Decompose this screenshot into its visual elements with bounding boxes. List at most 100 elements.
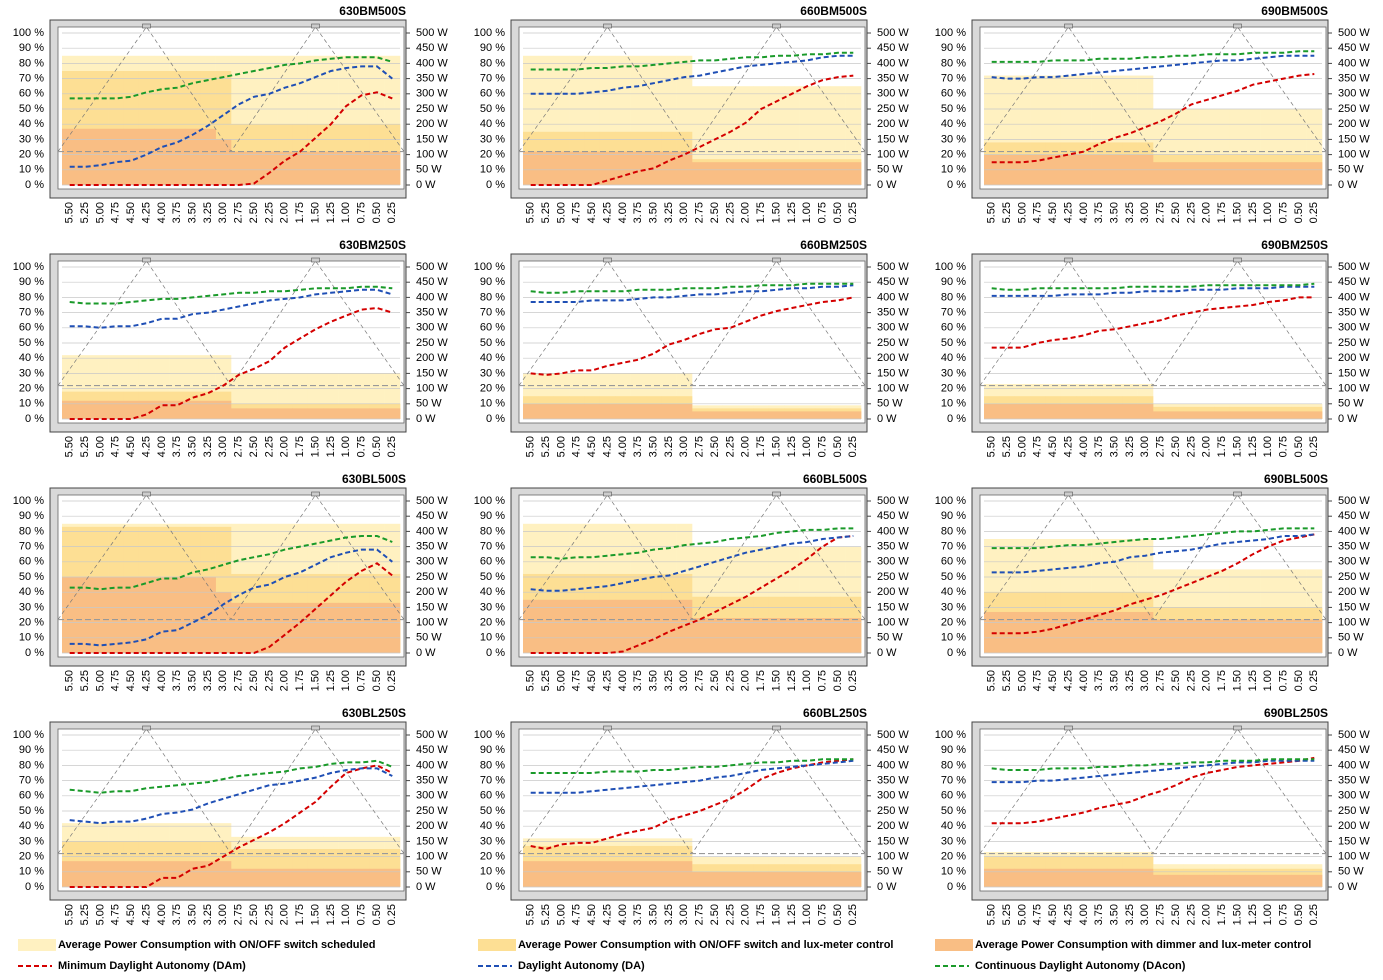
power-area <box>307 868 324 887</box>
x-tick-label: 2.75 <box>1155 436 1167 457</box>
y-tick-label: 90 % <box>480 42 505 54</box>
chart-title: 660BM500S <box>800 4 867 18</box>
x-tick-label: 5.25 <box>79 670 91 691</box>
power-area <box>1106 868 1123 887</box>
power-area <box>353 408 370 419</box>
y2-tick-label: 450 W <box>1338 744 1370 756</box>
y2-tick-label: 350 W <box>877 73 909 85</box>
x-tick-label: 2.25 <box>263 436 275 457</box>
x-tick-label: 2.00 <box>1201 904 1213 925</box>
power-area <box>569 403 585 419</box>
x-tick-label: 0.75 <box>816 904 828 925</box>
power-area <box>645 403 662 419</box>
x-tick-label: 0.50 <box>832 904 844 925</box>
x-tick-label: 2.25 <box>263 202 275 223</box>
x-tick-label: 2.25 <box>1185 202 1197 223</box>
y-tick-label: 10 % <box>941 164 966 176</box>
x-tick-label: 0.25 <box>847 202 859 223</box>
power-area <box>784 411 800 419</box>
power-area <box>1168 162 1185 185</box>
power-area <box>1291 619 1307 653</box>
power-area <box>108 577 124 653</box>
autonomy-line <box>69 562 393 654</box>
power-area <box>630 403 647 419</box>
y2-tick-label: 0 W <box>416 647 436 659</box>
power-area <box>584 861 601 887</box>
power-area <box>1106 611 1123 653</box>
x-tick-label: 3.75 <box>171 202 183 223</box>
x-tick-label: 1.25 <box>1247 202 1259 223</box>
power-area <box>1014 611 1031 653</box>
power-area <box>292 868 309 887</box>
power-area <box>1168 619 1185 653</box>
power-area <box>1045 868 1062 887</box>
x-tick-label: 4.25 <box>140 904 152 925</box>
lamp-icon <box>1233 23 1242 29</box>
y-tick-label: 0 % <box>25 881 44 893</box>
power-area <box>92 577 109 653</box>
power-area <box>261 408 278 419</box>
y2-tick-label: 450 W <box>877 744 909 756</box>
x-tick-label: 1.00 <box>1262 436 1274 457</box>
y2-tick-label: 250 W <box>1338 805 1370 817</box>
x-tick-label: 2.00 <box>279 202 291 223</box>
y-tick-label: 20 % <box>941 851 966 863</box>
x-tick-label: 4.50 <box>586 436 598 457</box>
y-tick-label: 100 % <box>474 495 505 507</box>
x-tick-label: 0.50 <box>1293 904 1305 925</box>
power-area <box>523 403 539 419</box>
y2-tick-label: 150 W <box>416 367 448 379</box>
x-tick-label: 5.50 <box>525 436 537 457</box>
y2-tick-label: 500 W <box>1338 495 1370 507</box>
y2-tick-label: 500 W <box>416 261 448 273</box>
y2-tick-label: 500 W <box>1338 729 1370 741</box>
x-tick-label: 3.50 <box>647 436 659 457</box>
y-tick-label: 10 % <box>480 164 505 176</box>
x-tick-label: 2.25 <box>1185 904 1197 925</box>
lamp-icon <box>142 23 151 29</box>
power-area <box>845 411 862 419</box>
power-area <box>1060 403 1077 419</box>
power-area <box>1122 403 1138 419</box>
power-area <box>768 411 785 419</box>
y2-tick-label: 400 W <box>877 291 909 303</box>
y-tick-label: 40 % <box>941 118 966 130</box>
y2-tick-label: 400 W <box>877 57 909 69</box>
lamp-icon <box>1233 491 1242 497</box>
y2-tick-label: 100 W <box>877 383 909 395</box>
x-tick-label: 2.00 <box>279 670 291 691</box>
power-area <box>1260 874 1277 887</box>
power-area <box>62 400 78 419</box>
power-area <box>1091 868 1108 887</box>
x-tick-label: 4.00 <box>1078 436 1090 457</box>
y2-tick-label: 450 W <box>877 510 909 522</box>
power-area <box>1275 874 1292 887</box>
y2-tick-label: 300 W <box>877 88 909 100</box>
x-tick-label: 3.25 <box>663 904 675 925</box>
power-area <box>630 151 647 185</box>
autonomy-line <box>69 288 393 329</box>
x-tick-label: 1.75 <box>755 202 767 223</box>
y2-tick-label: 400 W <box>416 57 448 69</box>
power-area <box>1275 411 1292 419</box>
x-tick-label: 4.50 <box>586 202 598 223</box>
x-tick-label: 3.25 <box>202 436 214 457</box>
y2-tick-label: 350 W <box>1338 541 1370 553</box>
y2-tick-label: 50 W <box>416 632 442 644</box>
y-tick-label: 60 % <box>480 322 505 334</box>
y2-tick-label: 150 W <box>877 133 909 145</box>
y2-tick-label: 100 W <box>416 149 448 161</box>
lamp-icon <box>603 23 612 29</box>
y-tick-label: 20 % <box>480 383 505 395</box>
x-tick-label: 2.50 <box>248 202 260 223</box>
x-tick-label: 2.50 <box>1170 670 1182 691</box>
y2-tick-label: 500 W <box>877 27 909 39</box>
x-tick-label: 2.50 <box>1170 904 1182 925</box>
y-tick-label: 60 % <box>19 322 44 334</box>
y-tick-label: 40 % <box>941 820 966 832</box>
y2-tick-label: 350 W <box>416 775 448 787</box>
x-tick-label: 2.50 <box>248 670 260 691</box>
power-area <box>1214 619 1231 653</box>
x-tick-label: 3.50 <box>186 670 198 691</box>
power-area <box>1153 874 1169 887</box>
